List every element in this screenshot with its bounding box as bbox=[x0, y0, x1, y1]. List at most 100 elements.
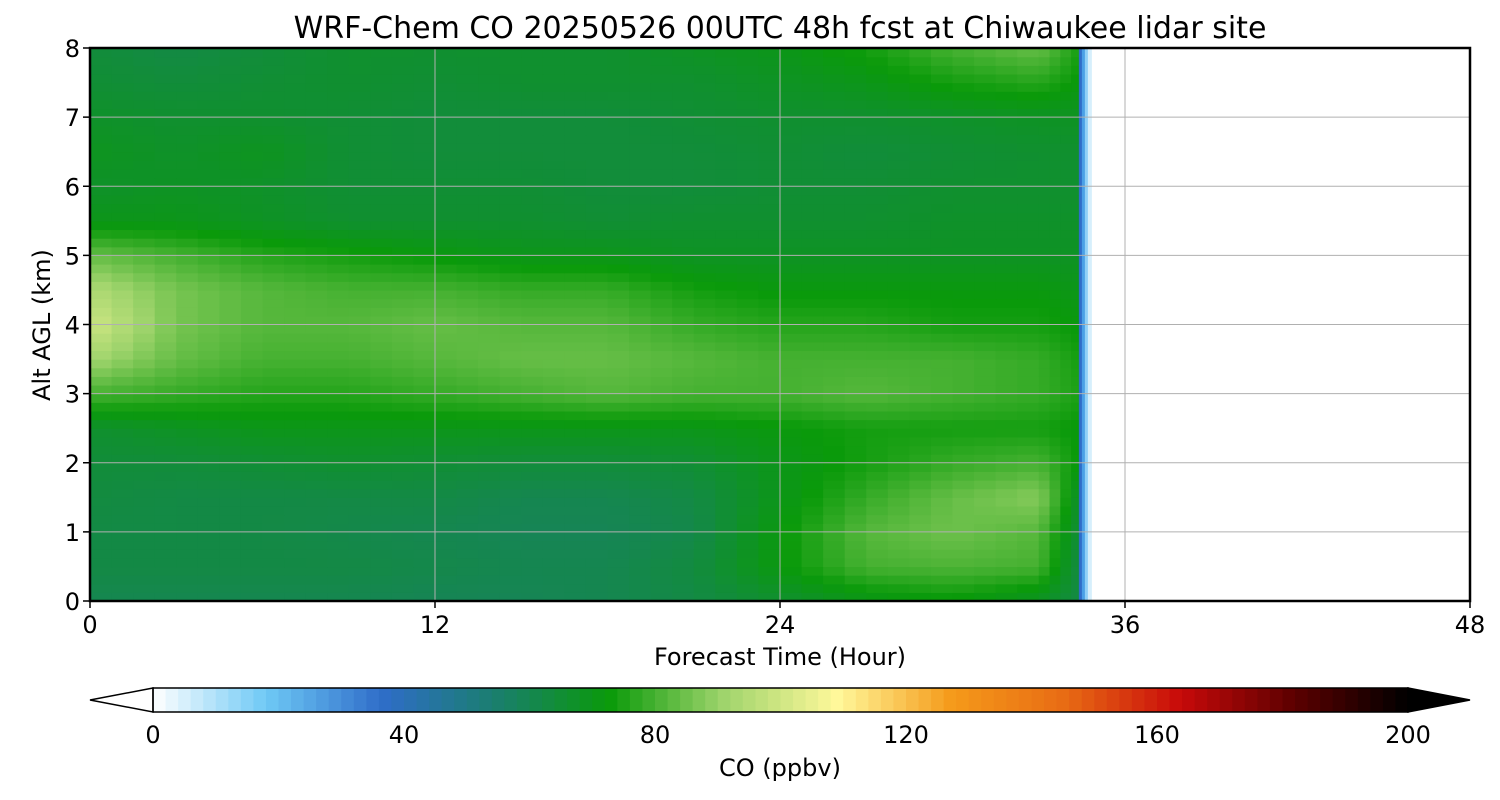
heatmap-cell bbox=[370, 229, 393, 239]
heatmap-cell bbox=[930, 505, 954, 516]
heatmap-cell bbox=[197, 531, 220, 542]
x-axis-title: Forecast Time (Hour) bbox=[654, 643, 906, 671]
heatmap-cell bbox=[499, 108, 522, 118]
heatmap-cell bbox=[90, 91, 113, 101]
heatmap-cell bbox=[284, 73, 307, 84]
heatmap-cell bbox=[240, 315, 264, 326]
colorbar-tick-label: 80 bbox=[640, 721, 671, 749]
heatmap-cell bbox=[780, 471, 803, 481]
heatmap-cell bbox=[1060, 393, 1072, 403]
heatmap-cell bbox=[456, 238, 479, 248]
colorbar-segment bbox=[1194, 688, 1208, 712]
heatmap-cell bbox=[866, 143, 889, 153]
heatmap-cell bbox=[499, 549, 522, 559]
heatmap-cell bbox=[413, 557, 436, 568]
heatmap-cell bbox=[305, 436, 328, 447]
heatmap-cell bbox=[456, 497, 479, 507]
heatmap-cell bbox=[1060, 91, 1072, 101]
heatmap-cell bbox=[133, 480, 156, 490]
heatmap-cell bbox=[284, 531, 307, 542]
heatmap-cell bbox=[176, 203, 199, 213]
heatmap-cell bbox=[284, 255, 307, 265]
heatmap-cell bbox=[693, 445, 716, 455]
heatmap-cell bbox=[284, 480, 307, 490]
heatmap-cell bbox=[1017, 488, 1040, 498]
heatmap-cell bbox=[974, 488, 997, 498]
heatmap-cell bbox=[219, 549, 242, 559]
heatmap-cell bbox=[736, 65, 760, 75]
heatmap-cell bbox=[521, 65, 544, 75]
heatmap-cell bbox=[1049, 523, 1061, 533]
heatmap-cell bbox=[305, 168, 328, 179]
heatmap-cell bbox=[219, 108, 242, 118]
heatmap-cell bbox=[629, 281, 652, 291]
heatmap-cell bbox=[758, 462, 781, 472]
heatmap-cell bbox=[391, 99, 415, 110]
heatmap-cell bbox=[154, 117, 177, 127]
heatmap-cell bbox=[262, 125, 285, 136]
heatmap-cell bbox=[370, 203, 393, 213]
heatmap-cell bbox=[1049, 583, 1061, 593]
heatmap-cell bbox=[240, 220, 264, 231]
colorbar-segment bbox=[692, 688, 706, 712]
heatmap-cell bbox=[1017, 540, 1040, 550]
heatmap-cell bbox=[219, 531, 242, 542]
heatmap-cell bbox=[542, 255, 565, 265]
heatmap-cell bbox=[478, 56, 501, 66]
heatmap-cell bbox=[607, 575, 630, 585]
heatmap-cell bbox=[197, 289, 220, 300]
heatmap-cell bbox=[219, 168, 242, 179]
heatmap-cell bbox=[478, 73, 501, 84]
heatmap-cell bbox=[1038, 255, 1051, 265]
heatmap-cell bbox=[736, 592, 760, 601]
heatmap-cell bbox=[844, 514, 867, 524]
heatmap-cell bbox=[909, 497, 932, 507]
heatmap-cell bbox=[413, 194, 436, 205]
heatmap-cell bbox=[499, 367, 522, 377]
heatmap-cell bbox=[672, 488, 695, 498]
heatmap-cell bbox=[715, 575, 738, 585]
heatmap-cell bbox=[111, 91, 134, 101]
heatmap-cell bbox=[90, 523, 113, 533]
heatmap-cell bbox=[823, 454, 846, 464]
heatmap-cell bbox=[176, 376, 199, 386]
heatmap-cell bbox=[758, 540, 781, 550]
heatmap-cell bbox=[780, 255, 803, 265]
heatmap-cell bbox=[478, 194, 501, 205]
heatmap-cell bbox=[995, 48, 1018, 58]
heatmap-cell bbox=[176, 471, 199, 481]
heatmap-cell bbox=[284, 246, 307, 256]
heatmap-cell bbox=[585, 298, 609, 308]
heatmap-cell bbox=[585, 324, 609, 334]
heatmap-cell bbox=[542, 410, 565, 421]
heatmap-cell bbox=[305, 419, 328, 429]
heatmap-cell bbox=[823, 220, 846, 231]
heatmap-cell bbox=[1017, 523, 1040, 533]
heatmap-cell bbox=[435, 264, 458, 274]
heatmap-cell bbox=[262, 238, 285, 248]
colorbar-tick-label: 160 bbox=[1134, 721, 1180, 749]
heatmap-cell bbox=[435, 212, 458, 222]
heatmap-cell bbox=[1060, 497, 1072, 507]
heatmap-cell bbox=[348, 272, 371, 282]
heatmap-cell bbox=[176, 229, 199, 239]
heatmap-cell bbox=[672, 436, 695, 447]
heatmap-cell bbox=[391, 505, 415, 516]
heatmap-cell bbox=[370, 73, 393, 84]
heatmap-cell bbox=[90, 151, 113, 161]
heatmap-cell bbox=[348, 264, 371, 274]
heatmap-cell bbox=[111, 289, 134, 300]
heatmap-cell bbox=[413, 419, 436, 429]
heatmap-cell bbox=[866, 324, 889, 334]
heatmap-cell bbox=[995, 393, 1018, 403]
heatmap-cell bbox=[693, 73, 716, 84]
heatmap-cell bbox=[952, 220, 975, 231]
heatmap-cell bbox=[866, 514, 889, 524]
heatmap-cell bbox=[262, 229, 285, 239]
heatmap-cell bbox=[585, 462, 609, 472]
heatmap-cell bbox=[995, 540, 1018, 550]
heatmap-cell bbox=[952, 497, 975, 507]
heatmap-cell bbox=[435, 333, 458, 343]
heatmap-cell bbox=[866, 56, 889, 66]
heatmap-cell bbox=[758, 497, 781, 507]
